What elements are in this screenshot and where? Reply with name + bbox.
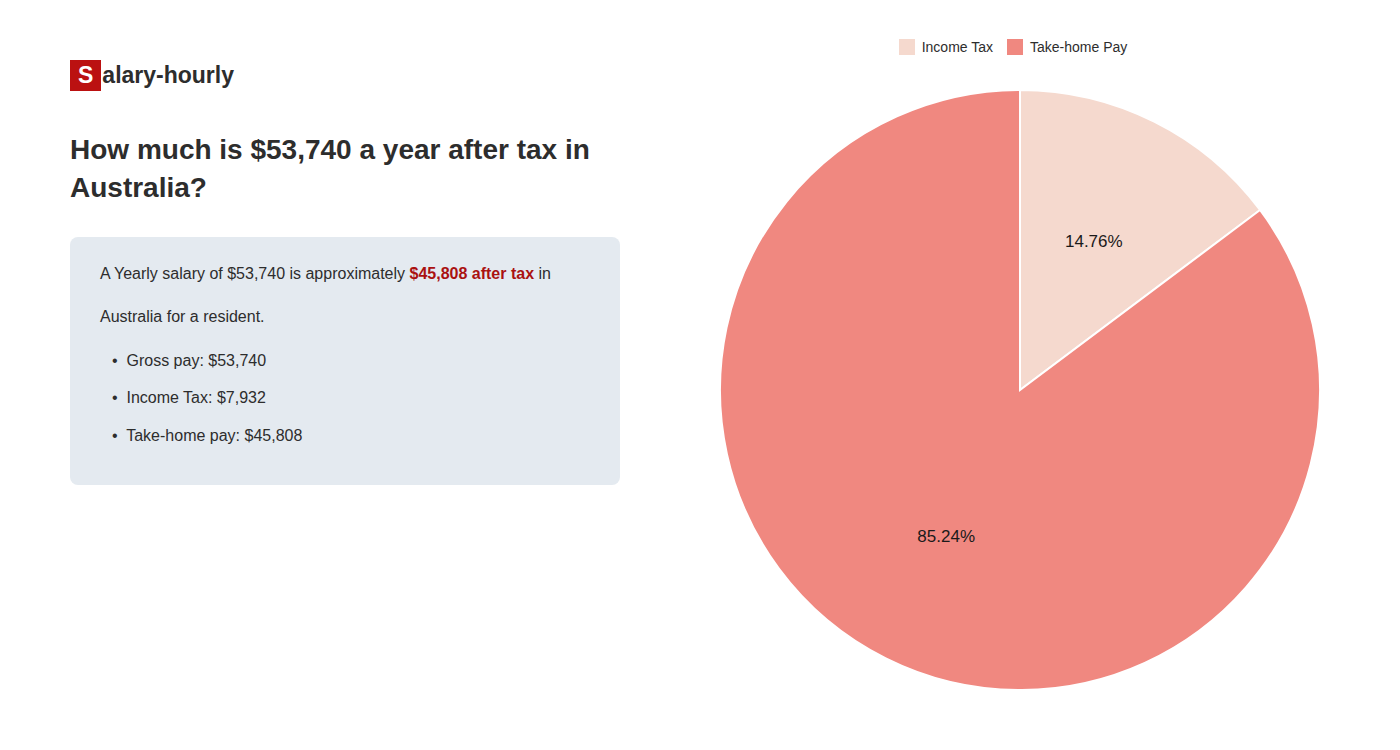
html-text:S alary-hourly: S alary-hourly (78, 62, 234, 88)
html-text:• Gross pay: $53,740: • Gross pay: $53,740 (112, 351, 267, 369)
html-text:Income Tax: Income Tax (921, 38, 993, 55)
html-text:• Take-home pay: $45,808: • Take-home pay: $45,808 (112, 427, 303, 444)
svg-text:14.76%: 14.76% (1065, 232, 1123, 251)
html-text:How much is $53,740 a year aft: How much is $53,740 a year after tax in … (70, 134, 590, 203)
svg-text:85.24%: 85.24% (917, 527, 975, 546)
html-text:• Income Tax: $7,932: • Income Tax: $7,932 (112, 389, 266, 407)
html-text:Australia for a resident.: Australia for a resident. (100, 308, 265, 326)
html-text:A Yearly salary of $53,740 is: A Yearly salary of $53,740 is approximat… (100, 264, 551, 282)
html-text:Take-home Pay: Take-home Pay (1030, 38, 1128, 55)
